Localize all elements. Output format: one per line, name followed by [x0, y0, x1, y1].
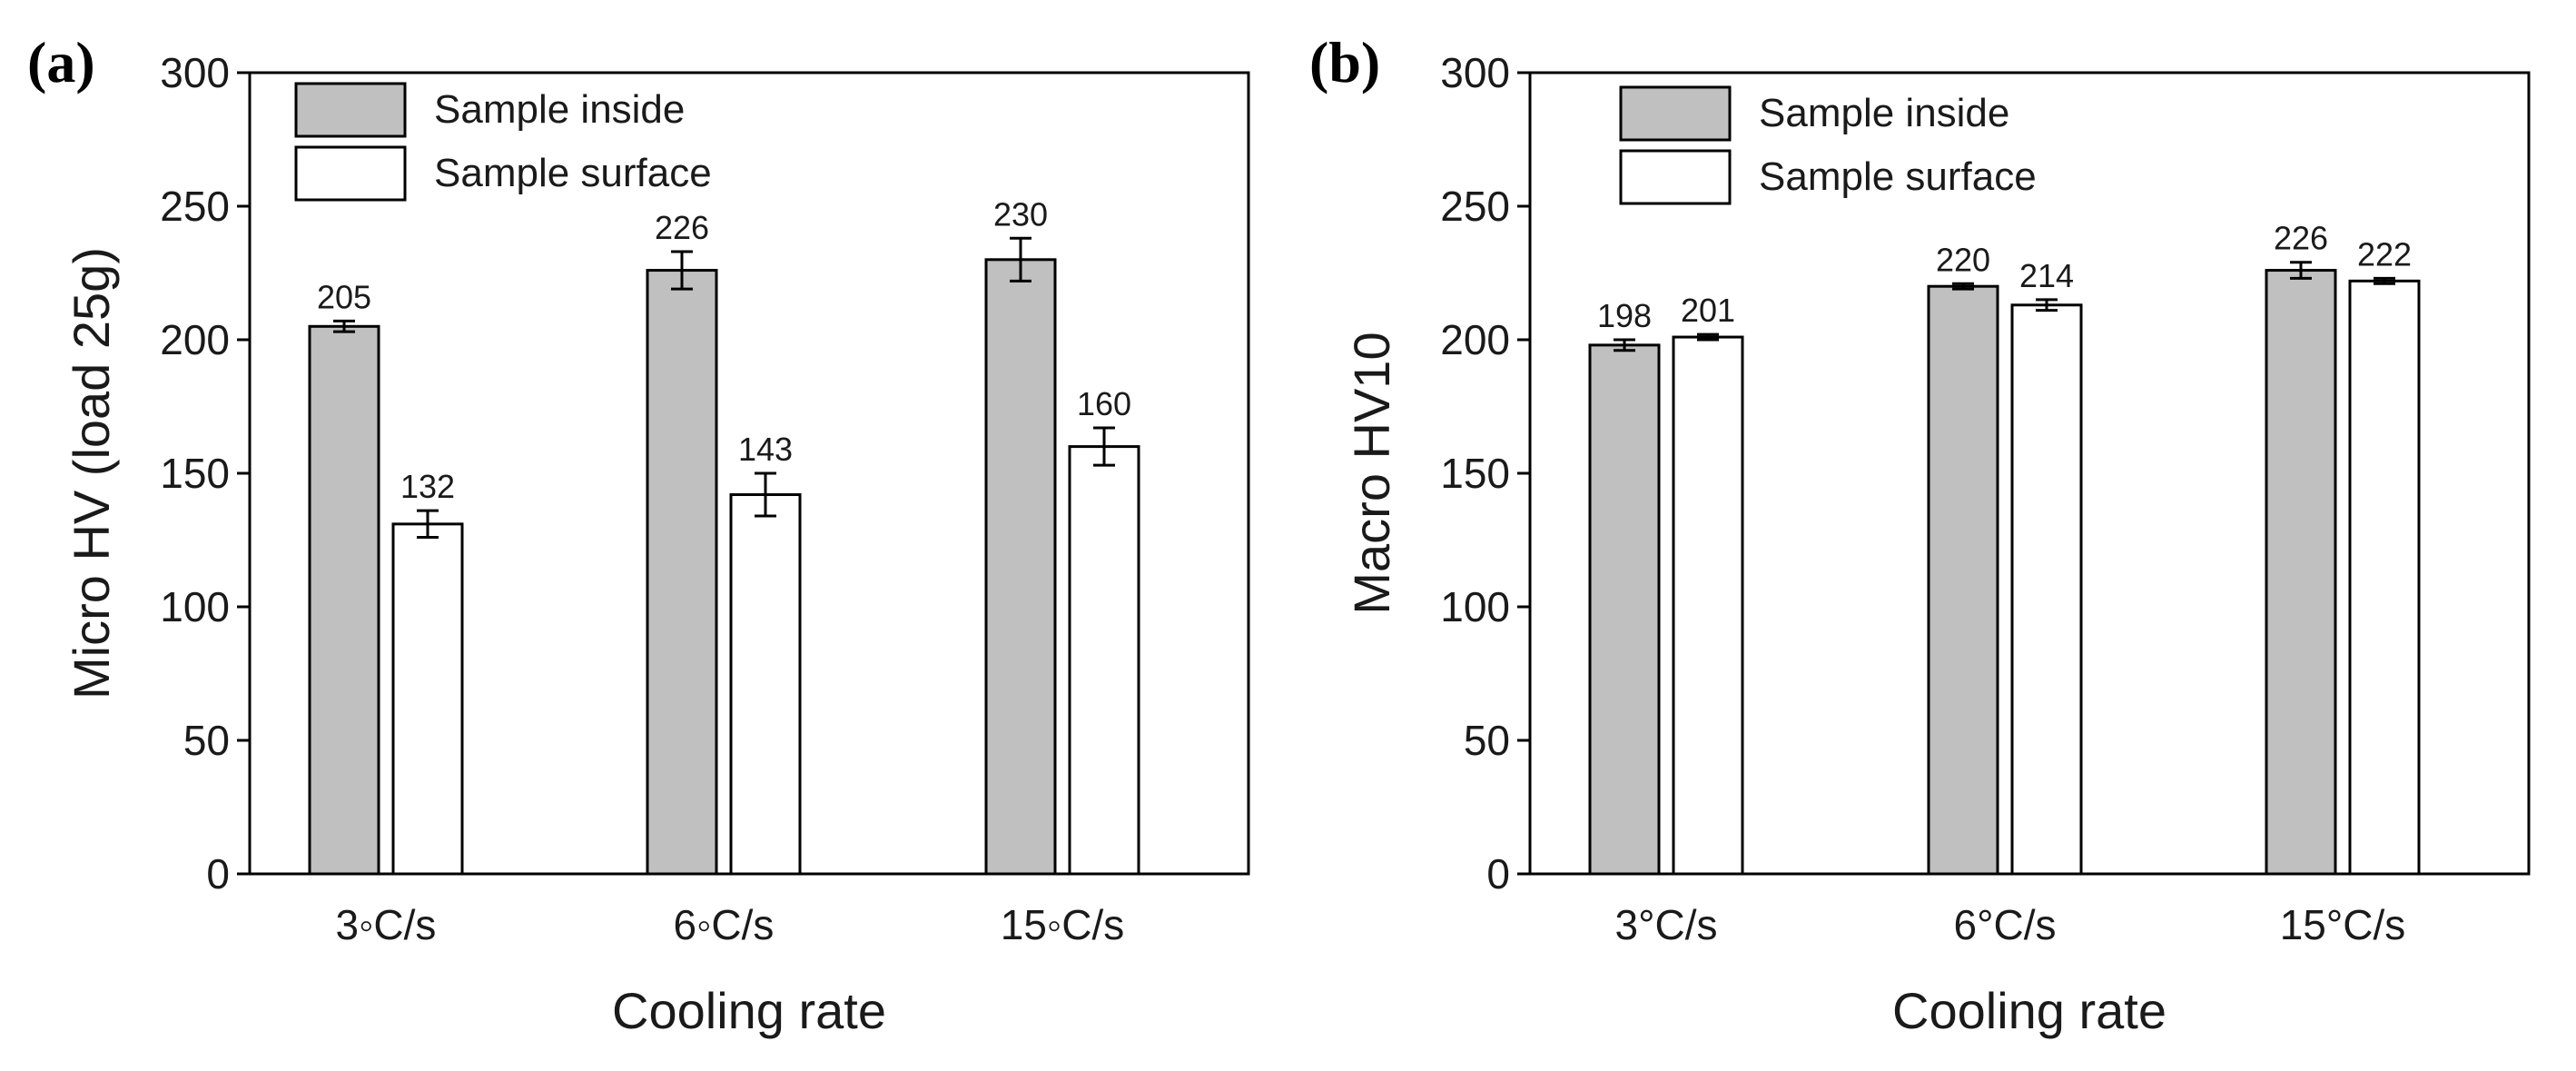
- panel-a-ytick-label: 50: [183, 717, 230, 764]
- panel-b-bar: [2010, 303, 2083, 876]
- panel-b-bar: [2265, 269, 2337, 876]
- panel-a-data-label: 132: [400, 468, 455, 505]
- panel-a-legend-swatch: [294, 145, 407, 202]
- panel-b-data-label: 201: [1681, 292, 1735, 329]
- panel-a-bar: [1068, 445, 1140, 876]
- panel-b-data-label: 222: [2357, 235, 2412, 273]
- panel-a-legend-label: Sample inside: [434, 87, 685, 132]
- panel-a-xlabel: Cooling rate: [612, 982, 886, 1039]
- panel-a-bar: [646, 269, 718, 876]
- panel-a-data-label: 226: [655, 209, 709, 246]
- panel-a-xtick-label: 6◦C/s: [674, 901, 775, 948]
- panel-b-legend-swatch: [1619, 149, 1732, 205]
- panel-a-data-label: 230: [993, 195, 1048, 233]
- panel-b-ytick-label: 150: [1440, 450, 1510, 497]
- panel-b-ytick-label: 100: [1440, 583, 1510, 630]
- panel-a-xtick-label: 15◦C/s: [1001, 901, 1124, 948]
- panel-a-bar: [729, 493, 802, 876]
- panel-a-ytick-label: 100: [160, 583, 230, 630]
- panel-b-ytick-label: 50: [1464, 717, 1510, 764]
- panel-a-bar: [391, 522, 464, 876]
- panel-b-bar: [2348, 279, 2421, 876]
- panel-b: (b) 0 50 100 150 200 250 300 Macro HV10 3°C/s 6°C/…: [1309, 30, 2531, 1039]
- panel-a-ytick-label: 250: [160, 183, 230, 230]
- panel-a-bar: [308, 324, 380, 876]
- panel-b-legend-label: Sample inside: [1759, 91, 2009, 135]
- panel-a-ytick-label: 200: [160, 316, 230, 363]
- panel-a-xtick-label: 3◦C/s: [336, 901, 437, 948]
- panel-a-ylabel: Micro HV (load 25g): [63, 247, 120, 699]
- panel-a-data-label: 160: [1077, 385, 1131, 422]
- panel-b-data-label: 220: [1936, 241, 1990, 278]
- panel-b-label: (b): [1309, 30, 1380, 94]
- panel-b-xtick-label: 3°C/s: [1615, 901, 1718, 948]
- panel-b-ytick-label: 300: [1440, 49, 1510, 96]
- panel-a-legend-swatch: [294, 82, 407, 138]
- panel-a: (a) 0 50 100 150 200 250 300 Micro HV (load 25g)…: [27, 30, 1250, 1039]
- panel-b-ytick-label: 250: [1440, 183, 1510, 230]
- panel-b-bar: [1927, 284, 1999, 876]
- panel-a-bar: [984, 258, 1057, 876]
- panel-b-xlabel: Cooling rate: [1892, 982, 2166, 1039]
- panel-b-data-label: 214: [2019, 257, 2074, 294]
- panel-b-legend-label: Sample surface: [1759, 154, 2037, 199]
- panel-a-ytick-label: 0: [206, 850, 230, 897]
- panel-a-data-label: 205: [317, 278, 371, 315]
- panel-b-xtick-label: 15°C/s: [2280, 901, 2406, 948]
- panel-b-legend-swatch: [1619, 85, 1732, 142]
- panel-b-ylabel: Macro HV10: [1343, 332, 1400, 614]
- panel-a-label: (a): [27, 30, 95, 94]
- panel-b-ytick-label: 200: [1440, 316, 1510, 363]
- panel-b-ytick-label: 0: [1486, 850, 1510, 897]
- panel-b-data-label: 226: [2274, 220, 2328, 257]
- panel-b-bar: [1588, 343, 1661, 876]
- panel-a-ytick-label: 300: [160, 49, 230, 96]
- panel-b-data-label: 198: [1597, 297, 1652, 334]
- panel-b-bar: [1672, 335, 1744, 876]
- panel-a-data-label: 143: [738, 431, 793, 468]
- panel-b-xtick-label: 6°C/s: [1954, 901, 2057, 948]
- panel-a-ytick-label: 150: [160, 450, 230, 497]
- panel-a-legend-label: Sample surface: [434, 151, 712, 195]
